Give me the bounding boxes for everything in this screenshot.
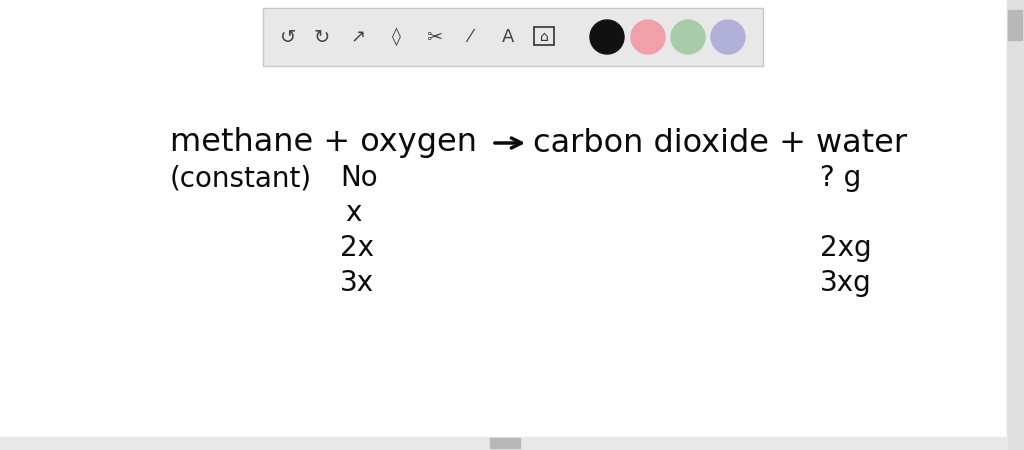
Circle shape: [711, 20, 745, 54]
Text: ⌂: ⌂: [540, 30, 549, 44]
Text: No: No: [340, 164, 378, 192]
Text: ◊: ◊: [391, 27, 400, 46]
Text: x: x: [345, 199, 361, 227]
Text: carbon dioxide + water: carbon dioxide + water: [534, 127, 907, 158]
Bar: [534, 27, 554, 45]
Text: (constant): (constant): [170, 164, 312, 192]
Text: ↺: ↺: [280, 27, 296, 46]
Text: ↗: ↗: [350, 28, 366, 46]
Text: methane + oxygen: methane + oxygen: [170, 127, 477, 158]
Text: 2x: 2x: [340, 234, 374, 262]
Bar: [1007, 0, 1024, 450]
Text: ⎙: ⎙: [541, 28, 551, 46]
Text: 3x: 3x: [340, 269, 374, 297]
Bar: [1008, 10, 1022, 40]
Text: ↻: ↻: [313, 27, 330, 46]
Text: 3xg: 3xg: [820, 269, 871, 297]
Circle shape: [590, 20, 624, 54]
Text: ⁄: ⁄: [469, 28, 471, 46]
Circle shape: [671, 20, 705, 54]
Text: A: A: [502, 28, 514, 46]
Text: ? g: ? g: [820, 164, 861, 192]
Bar: [0, 437, 1007, 450]
Text: ✂: ✂: [426, 27, 442, 46]
Text: 2xg: 2xg: [820, 234, 871, 262]
Circle shape: [631, 20, 665, 54]
Bar: [490, 438, 520, 448]
Bar: [263, 8, 763, 66]
